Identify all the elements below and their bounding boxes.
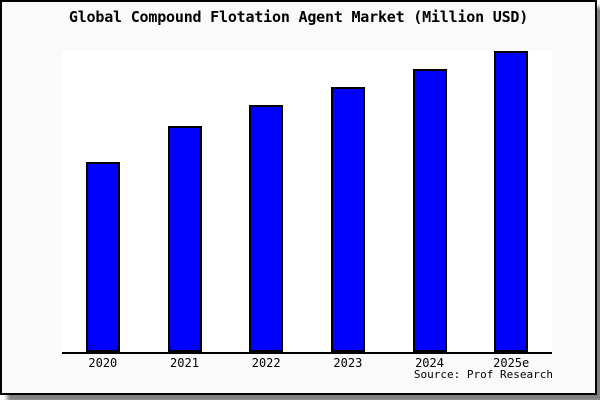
bar-2022 (249, 105, 284, 352)
x-tick-label: 2023 (333, 356, 363, 370)
bar-slot (470, 51, 552, 352)
bar-slot (307, 51, 389, 352)
bar-2020 (85, 162, 120, 352)
x-tick-label: 2022 (251, 356, 281, 370)
bar-slot (144, 51, 226, 352)
bar-slot (389, 51, 471, 352)
plot-area (62, 51, 552, 354)
bar-2023 (330, 87, 365, 352)
bar-slot (225, 51, 307, 352)
x-tick-label: 2020 (88, 356, 118, 370)
source-text: Source: Prof Research (413, 368, 553, 381)
x-tick-label: 2024 (415, 356, 444, 370)
x-tick-label: 2021 (170, 356, 199, 370)
bar-slot (62, 51, 144, 352)
bars (62, 51, 552, 352)
bar-2025e (494, 51, 529, 352)
chart-title: Global Compound Flotation Agent Market (… (68, 8, 529, 26)
x-axis-labels: 2020 2021 2022 2023 2024 2025e (62, 356, 552, 370)
bar-2021 (167, 126, 202, 352)
x-tick-label: 2025e (493, 356, 530, 370)
bar-2024 (412, 69, 447, 352)
